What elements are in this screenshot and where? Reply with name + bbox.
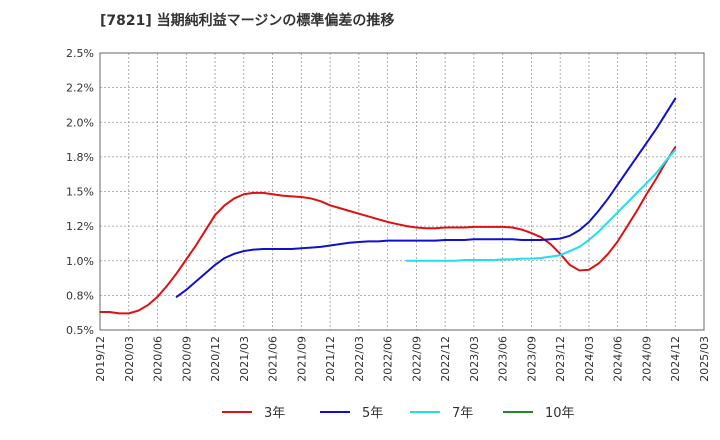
x-tick-label: 2023/06 — [497, 336, 510, 382]
y-tick-label: 2.2% — [66, 82, 94, 95]
series-group — [99, 97, 677, 315]
x-tick-label: 2021/12 — [324, 336, 337, 382]
series-line-3年 — [99, 146, 677, 315]
legend-label: 10年 — [545, 406, 575, 421]
x-tick-label: 2024/12 — [669, 336, 682, 382]
x-tick-label: 2021/09 — [295, 336, 308, 382]
x-tick-label: 2025/03 — [698, 336, 711, 382]
x-tick-label: 2020/09 — [180, 336, 193, 382]
x-tick-label: 2023/12 — [554, 336, 567, 382]
y-tick-label: 1.2% — [66, 220, 94, 233]
x-tick-label: 2023/03 — [468, 336, 481, 382]
plot-border — [99, 52, 705, 331]
x-tick-label: 2020/12 — [209, 336, 222, 382]
chart-title: [7821] 当期純利益マージンの標準偏差の推移 — [100, 12, 394, 29]
y-tick-label: 0.5% — [66, 324, 94, 337]
y-axis: 0.5% 0.8% 1.0% 1.2% 1.5% 1.8% 2.0% 2.2% 2.5% — [66, 47, 94, 337]
x-tick-label: 2021/03 — [238, 336, 251, 382]
y-tick-label: 1.0% — [66, 255, 94, 268]
y-tick-label: 0.8% — [66, 289, 94, 302]
x-tick-label: 2020/06 — [152, 336, 165, 382]
y-tick-label: 2.5% — [66, 47, 94, 60]
x-tick-label: 2024/09 — [640, 336, 653, 382]
x-tick-label: 2022/06 — [382, 336, 395, 382]
legend-label: 7年 — [452, 406, 473, 421]
legend-label: 5年 — [362, 406, 383, 421]
x-tick-label: 2020/03 — [123, 336, 136, 382]
x-tick-label: 2024/03 — [583, 336, 596, 382]
y-tick-label: 2.0% — [66, 116, 94, 129]
series-line-5年 — [175, 97, 677, 298]
y-tick-label: 1.5% — [66, 186, 94, 199]
x-tick-label: 2022/09 — [410, 336, 423, 382]
x-axis: 2019/12 2020/03 2020/06 2020/09 2020/12 2021/… — [94, 336, 711, 382]
x-tick-label: 2022/03 — [353, 336, 366, 382]
y-tick-label: 1.8% — [66, 151, 94, 164]
legend: 3年 5年 7年 10年 — [222, 406, 575, 421]
legend-label: 3年 — [264, 406, 285, 421]
series-line-7年 — [405, 148, 677, 262]
x-tick-label: 2024/06 — [612, 336, 625, 382]
x-tick-label: 2021/06 — [267, 336, 280, 382]
x-tick-label: 2019/12 — [94, 336, 107, 382]
x-tick-label: 2023/09 — [525, 336, 538, 382]
x-tick-label: 2022/12 — [439, 336, 452, 382]
